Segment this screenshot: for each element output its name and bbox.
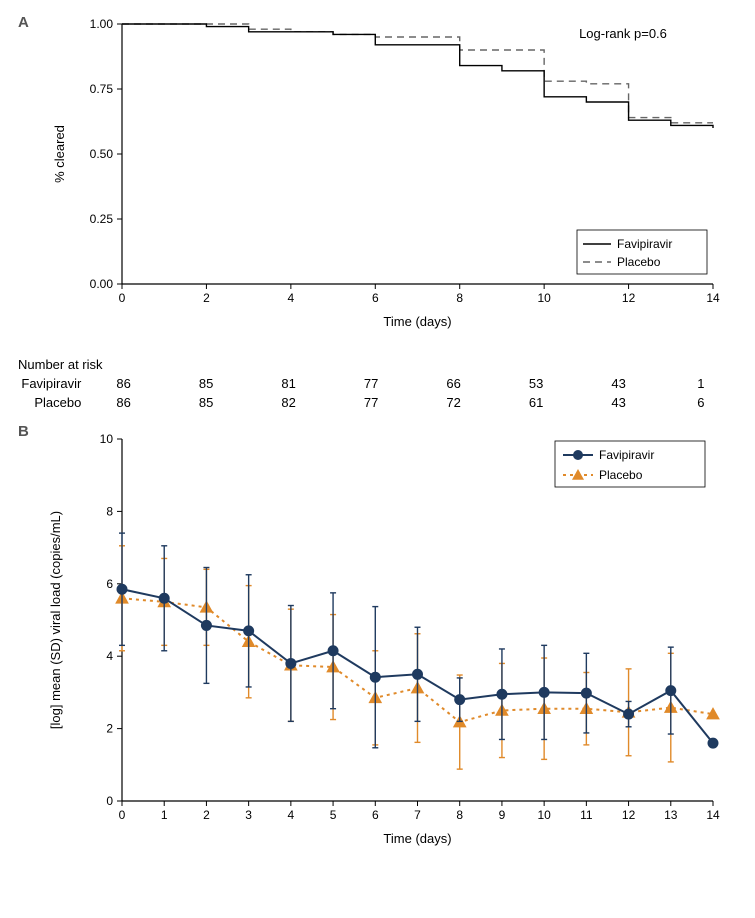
svg-text:0: 0 [119, 291, 126, 305]
svg-text:8: 8 [106, 504, 113, 518]
svg-text:10: 10 [537, 808, 551, 822]
risk-cell: 6 [661, 394, 741, 411]
risk-cell: 85 [166, 394, 247, 411]
risk-cell: 53 [496, 375, 577, 392]
risk-cell: 77 [331, 375, 412, 392]
svg-text:6: 6 [106, 577, 113, 591]
svg-text:14: 14 [706, 808, 720, 822]
svg-text:2: 2 [106, 722, 113, 736]
risk-cell: 66 [413, 375, 494, 392]
panel-b-label: B [18, 423, 29, 440]
svg-text:14: 14 [706, 291, 720, 305]
risk-cell: 43 [578, 394, 659, 411]
svg-text:10: 10 [537, 291, 551, 305]
svg-text:8: 8 [456, 808, 463, 822]
risk-cell: 61 [496, 394, 577, 411]
risk-table: Number at risk Favipiravir868581776653431… [12, 354, 743, 413]
svg-text:6: 6 [372, 808, 379, 822]
svg-text:12: 12 [622, 808, 636, 822]
svg-text:Favipiravir: Favipiravir [599, 448, 654, 462]
svg-text:11: 11 [580, 808, 593, 822]
svg-text:2: 2 [203, 291, 210, 305]
svg-text:0.50: 0.50 [90, 147, 114, 161]
risk-row-label: Favipiravir [14, 375, 81, 392]
svg-text:4: 4 [288, 808, 295, 822]
svg-text:10: 10 [100, 432, 114, 446]
svg-text:0.25: 0.25 [90, 212, 114, 226]
svg-text:Log-rank p=0.6: Log-rank p=0.6 [579, 26, 667, 41]
svg-text:5: 5 [330, 808, 337, 822]
risk-cell: 1 [661, 375, 741, 392]
risk-cell: 81 [248, 375, 329, 392]
svg-text:3: 3 [245, 808, 252, 822]
risk-table-title: Number at risk [14, 356, 741, 373]
svg-text:[log] mean (SD) viral load (co: [log] mean (SD) viral load (copies/mL) [48, 511, 63, 729]
svg-text:6: 6 [372, 291, 379, 305]
svg-text:12: 12 [622, 291, 636, 305]
svg-text:Time (days): Time (days) [383, 831, 451, 846]
svg-text:9: 9 [499, 808, 506, 822]
risk-cell: 43 [578, 375, 659, 392]
svg-text:1: 1 [161, 808, 168, 822]
risk-table-container: Number at risk Favipiravir868581776653431… [12, 354, 743, 413]
svg-text:13: 13 [664, 808, 678, 822]
panel-a-label: A [18, 14, 29, 31]
svg-text:1.00: 1.00 [90, 17, 114, 31]
svg-text:8: 8 [456, 291, 463, 305]
risk-cell: 86 [83, 394, 164, 411]
panel-b-svg: 024681001234567891011121314Time (days)[l… [12, 421, 743, 851]
svg-text:Placebo: Placebo [599, 468, 643, 482]
panel-a-svg: 0.00 0.25 0.50 0.75 1.00 0 2 4 6 8 10 12 14 Time (day… [12, 12, 743, 332]
risk-cell: 72 [413, 394, 494, 411]
svg-text:4: 4 [106, 649, 113, 663]
svg-text:0: 0 [106, 794, 113, 808]
svg-text:Placebo: Placebo [617, 255, 661, 269]
risk-cell: 86 [83, 375, 164, 392]
risk-cell: 85 [166, 375, 247, 392]
svg-text:4: 4 [288, 291, 295, 305]
svg-text:% cleared: % cleared [52, 125, 67, 183]
svg-text:7: 7 [414, 808, 421, 822]
risk-cell: 77 [331, 394, 412, 411]
panel-b: B 024681001234567891011121314Time (days)… [12, 421, 743, 861]
risk-cell: 82 [248, 394, 329, 411]
risk-row-label: Placebo [14, 394, 81, 411]
svg-text:0: 0 [119, 808, 126, 822]
panel-a: A 0.00 0.25 0.50 0.75 1.00 0 2 4 6 8 10 12 14 Time (d… [12, 12, 743, 352]
svg-text:Time (days): Time (days) [383, 314, 451, 329]
svg-text:0.75: 0.75 [90, 82, 114, 96]
svg-text:0.00: 0.00 [90, 277, 114, 291]
svg-text:Favipiravir: Favipiravir [617, 237, 672, 251]
svg-text:2: 2 [203, 808, 210, 822]
